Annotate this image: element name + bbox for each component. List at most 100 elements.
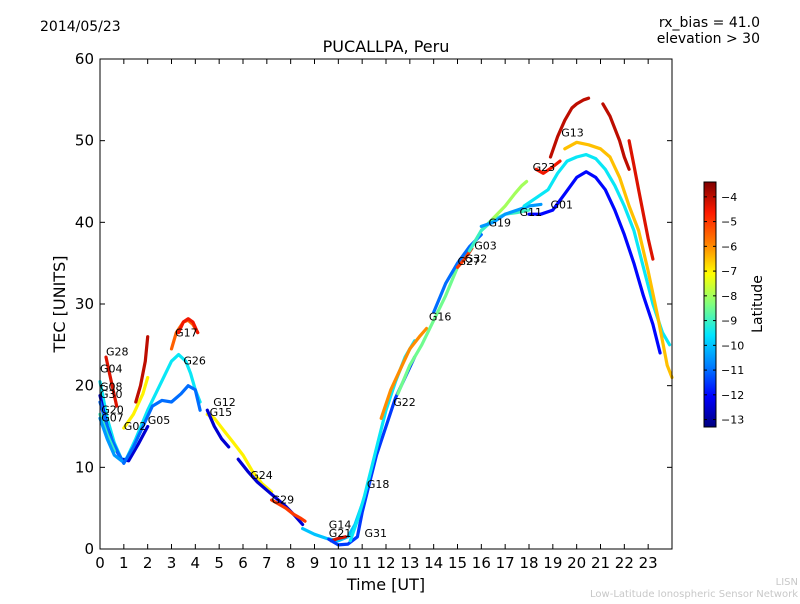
colorbar-gradient <box>703 181 717 428</box>
series-label-g23: G23 <box>533 161 556 174</box>
series-label-g19: G19 <box>489 216 512 229</box>
x-tick-label: 10 <box>329 554 348 572</box>
y-tick-label: 10 <box>75 458 94 476</box>
series-label-g31: G31 <box>365 527 388 540</box>
plot-frame <box>99 58 673 550</box>
date-label: 2014/05/23 <box>40 19 121 35</box>
x-tick-label: 20 <box>567 554 586 572</box>
colorbar-tick-label: −9 <box>721 315 737 328</box>
x-tick-label: 19 <box>543 554 562 572</box>
series-line-g23 <box>534 159 562 175</box>
series-line-g19 <box>479 202 543 228</box>
series-label-g15: G15 <box>210 406 233 419</box>
series-line-unlabeled-30 <box>601 102 631 171</box>
series-line-unlabeled-29 <box>563 140 674 380</box>
x-tick-label: 13 <box>400 554 419 572</box>
x-tick-label: 2 <box>143 554 153 572</box>
series-label-g32: G32 <box>465 252 488 265</box>
series-label-g04: G04 <box>100 363 123 376</box>
x-axis-label: Time [UT] <box>346 575 425 594</box>
series-line-unlabeled-28 <box>522 153 672 347</box>
series-label-g03: G03 <box>474 239 497 252</box>
series-line-g28 <box>104 355 119 408</box>
series-label-g13: G13 <box>561 127 584 140</box>
x-tick-label: 3 <box>167 554 177 572</box>
series-line-g05 <box>134 335 150 404</box>
series-label-g07: G07 <box>101 412 124 425</box>
y-tick-label: 0 <box>84 540 94 558</box>
y-tick-label: 50 <box>75 132 94 150</box>
series-label-g17: G17 <box>175 327 198 340</box>
series-line-g30 <box>98 384 202 465</box>
x-tick-label: 23 <box>639 554 658 572</box>
series-line-g07 <box>98 416 124 463</box>
colorbar-tick-label: −13 <box>721 414 744 427</box>
y-axis: 0 10 20 30 40 50 60 <box>75 50 672 558</box>
chart-title: PUCALLPA, Peru <box>323 37 450 56</box>
x-tick-label: 22 <box>615 554 634 572</box>
series-label-g28: G28 <box>106 346 129 359</box>
series-label-g12: G12 <box>213 396 236 409</box>
series-line-g11 <box>491 179 529 220</box>
series-line-g29 <box>270 498 307 523</box>
y-tick-label: 40 <box>75 213 94 231</box>
series-label-g29: G29 <box>272 493 295 506</box>
x-tick-label: 17 <box>496 554 515 572</box>
x-tick-label: 0 <box>95 554 105 572</box>
x-tick-label: 18 <box>519 554 538 572</box>
y-axis-label: TEC [UNITS] <box>50 256 69 354</box>
x-axis: 0 1 2 3 4 5 6 7 8 9 10 11 12 13 14 15 16 17 18 19 20 21 22 23 <box>95 59 658 572</box>
x-tick-label: 7 <box>262 554 272 572</box>
series-label-g30: G30 <box>100 388 123 401</box>
colorbar-tick-label: −4 <box>721 191 737 204</box>
colorbar: −4 −5 −6 −7 −8 −9 −10 −11 −12 −13 Latitude <box>703 181 766 428</box>
series-line-g01 <box>527 170 662 355</box>
series-label-g11: G11 <box>520 206 543 219</box>
colorbar-ticks: −4 −5 −6 −7 −8 −9 −10 −11 −12 −13 <box>704 191 744 427</box>
elevation-label: elevation > 30 <box>657 31 760 47</box>
series-line-g12 <box>205 412 274 494</box>
series-line-g13 <box>548 96 591 159</box>
series-label-g18: G18 <box>367 478 390 491</box>
colorbar-tick-label: −7 <box>721 265 737 278</box>
series-label-g16: G16 <box>429 310 452 323</box>
series-label-g21: G21 <box>329 527 352 540</box>
colorbar-tick-label: −5 <box>721 216 737 229</box>
series-label-g01: G01 <box>551 198 574 211</box>
colorbar-tick-label: −11 <box>721 364 744 377</box>
footer-org-long: Low-Latitude Ionospheric Sensor Network <box>590 589 798 600</box>
colorbar-tick-label: −10 <box>721 339 744 352</box>
x-tick-label: 21 <box>591 554 610 572</box>
series-line-g02 <box>122 375 150 430</box>
y-tick-label: 30 <box>75 295 94 313</box>
series-line-g15 <box>205 408 231 449</box>
y-tick-label: 60 <box>75 50 94 68</box>
series-label-g27: G27 <box>458 255 481 268</box>
rx-bias-label: rx_bias = 41.0 <box>659 15 760 31</box>
series-label-g02: G02 <box>124 420 147 433</box>
colorbar-tick-label: −12 <box>721 389 744 402</box>
series-label-g24: G24 <box>250 469 273 482</box>
series-label-g26: G26 <box>183 354 206 367</box>
series-label-g14: G14 <box>329 519 352 532</box>
series-label-g05: G05 <box>148 414 171 427</box>
x-tick-label: 1 <box>119 554 129 572</box>
series-line-g26 <box>177 317 200 335</box>
x-tick-label: 4 <box>191 554 201 572</box>
series-line-unlabeled-31 <box>627 139 655 261</box>
series-line-g22 <box>379 326 429 420</box>
x-tick-label: 5 <box>214 554 224 572</box>
x-tick-label: 16 <box>472 554 491 572</box>
series-line-g21 <box>329 535 348 543</box>
series-label-g08: G08 <box>100 381 123 394</box>
colorbar-tick-label: −6 <box>721 240 737 253</box>
footer-org-short: LISN <box>776 577 798 588</box>
colorbar-label: Latitude <box>750 275 766 333</box>
x-tick-label: 9 <box>310 554 320 572</box>
x-tick-label: 12 <box>376 554 395 572</box>
series-label-g22: G22 <box>393 396 416 409</box>
x-tick-label: 14 <box>424 554 443 572</box>
colorbar-tick-label: −8 <box>721 290 737 303</box>
